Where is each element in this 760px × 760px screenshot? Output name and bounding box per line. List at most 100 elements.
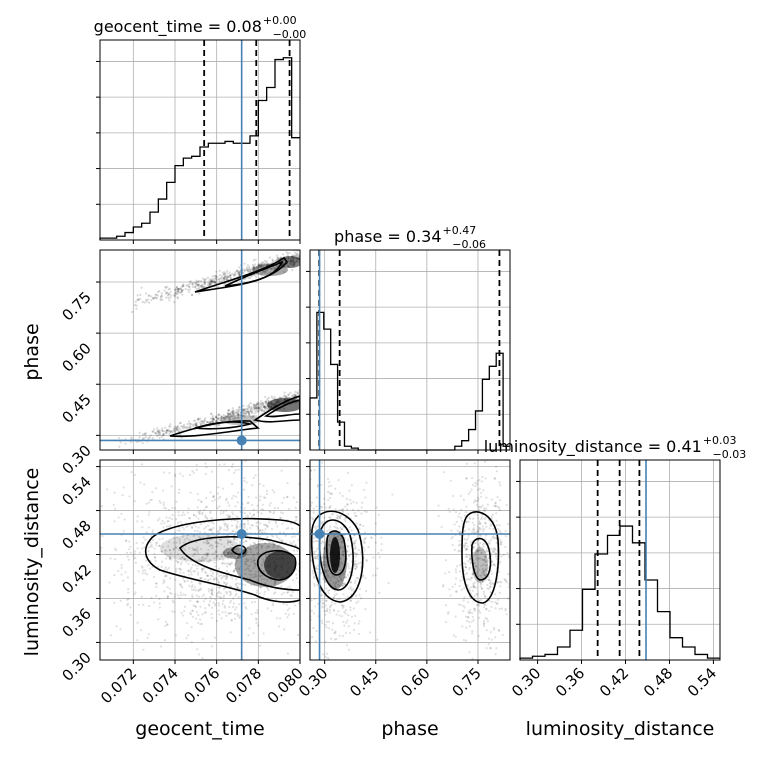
sample-point	[315, 623, 317, 625]
sample-point	[328, 506, 332, 509]
sample-point	[249, 269, 252, 272]
sample-point	[201, 512, 204, 516]
sample-point	[208, 283, 212, 286]
sample-point	[290, 594, 293, 597]
sample-point	[478, 487, 481, 490]
sample-point	[106, 488, 109, 491]
sample-point	[154, 296, 157, 299]
sample-point	[473, 541, 477, 545]
sample-point	[255, 547, 258, 550]
sample-point	[132, 557, 136, 560]
sample-point	[222, 509, 225, 512]
sample-point	[171, 506, 174, 510]
sample-point	[447, 610, 450, 614]
sample-point	[223, 524, 226, 527]
sample-point	[349, 606, 352, 609]
sample-point	[339, 557, 342, 560]
sample-point	[273, 260, 277, 263]
sample-point	[324, 613, 327, 616]
sample-point	[209, 491, 212, 494]
sample-point	[480, 571, 484, 574]
sample-point	[487, 578, 490, 582]
sample-point	[169, 548, 172, 552]
sample-point	[307, 572, 309, 574]
sample-point	[484, 555, 488, 559]
sample-point	[481, 573, 484, 576]
sample-point	[270, 527, 274, 531]
sample-point	[311, 514, 313, 516]
sample-point	[229, 594, 232, 597]
sample-point	[335, 526, 338, 529]
sample-point	[214, 550, 217, 553]
sample-point	[258, 543, 261, 546]
contour	[194, 421, 254, 430]
sample-point	[352, 607, 356, 610]
sample-point	[312, 511, 315, 514]
sample-point	[199, 618, 202, 621]
sample-point	[155, 594, 158, 597]
sample-point	[363, 541, 367, 544]
histogram-geocent-time	[99, 57, 300, 240]
sample-point	[469, 566, 472, 569]
sample-point	[327, 592, 330, 595]
sample-point	[321, 540, 324, 543]
sample-point	[306, 586, 308, 588]
sample-point	[202, 422, 205, 425]
sample-point	[349, 570, 352, 574]
sample-point	[342, 573, 346, 576]
sample-point	[288, 251, 291, 255]
sample-point	[266, 272, 269, 275]
sample-point	[492, 535, 495, 538]
sample-point	[211, 417, 214, 420]
sample-point	[341, 606, 345, 609]
sample-point	[336, 516, 339, 520]
sample-point	[196, 571, 200, 574]
sample-point	[243, 560, 247, 564]
sample-point	[165, 429, 168, 432]
sample-point	[154, 559, 157, 562]
sample-point	[259, 263, 263, 266]
sample-point	[494, 502, 497, 505]
sample-point	[484, 477, 487, 480]
sample-point	[493, 548, 496, 552]
sample-point	[91, 547, 93, 549]
sample-point	[340, 574, 343, 577]
sample-point	[231, 412, 234, 415]
sample-point	[210, 282, 213, 285]
sample-point	[252, 513, 256, 516]
sample-point	[368, 538, 370, 540]
sample-point	[324, 506, 327, 509]
sample-point	[234, 469, 237, 472]
sample-point	[200, 557, 204, 560]
sample-point	[232, 570, 235, 573]
y-tick-label: 0.60	[58, 339, 94, 375]
sample-point	[475, 541, 478, 544]
sample-point	[489, 585, 492, 588]
sample-point	[370, 536, 373, 539]
sample-point	[186, 579, 189, 582]
sample-point	[329, 484, 333, 487]
sample-point	[179, 563, 182, 566]
sample-point	[163, 575, 167, 578]
sample-point	[257, 263, 260, 266]
sample-point	[339, 526, 342, 529]
sample-point	[147, 546, 150, 549]
sample-point	[320, 483, 323, 487]
sample-point	[468, 516, 471, 519]
sample-point	[296, 633, 300, 637]
sample-point	[226, 412, 229, 415]
sample-point	[486, 583, 489, 587]
sample-point	[278, 396, 282, 399]
sample-point	[307, 550, 309, 552]
sample-point	[301, 584, 303, 586]
sample-point	[459, 516, 463, 519]
sample-point	[323, 547, 326, 550]
sample-point	[237, 416, 240, 419]
sample-point	[469, 540, 473, 543]
sample-point	[284, 534, 287, 537]
sample-point	[155, 544, 158, 547]
sample-point	[515, 525, 517, 527]
sample-point	[332, 608, 336, 611]
sample-point	[192, 570, 195, 573]
